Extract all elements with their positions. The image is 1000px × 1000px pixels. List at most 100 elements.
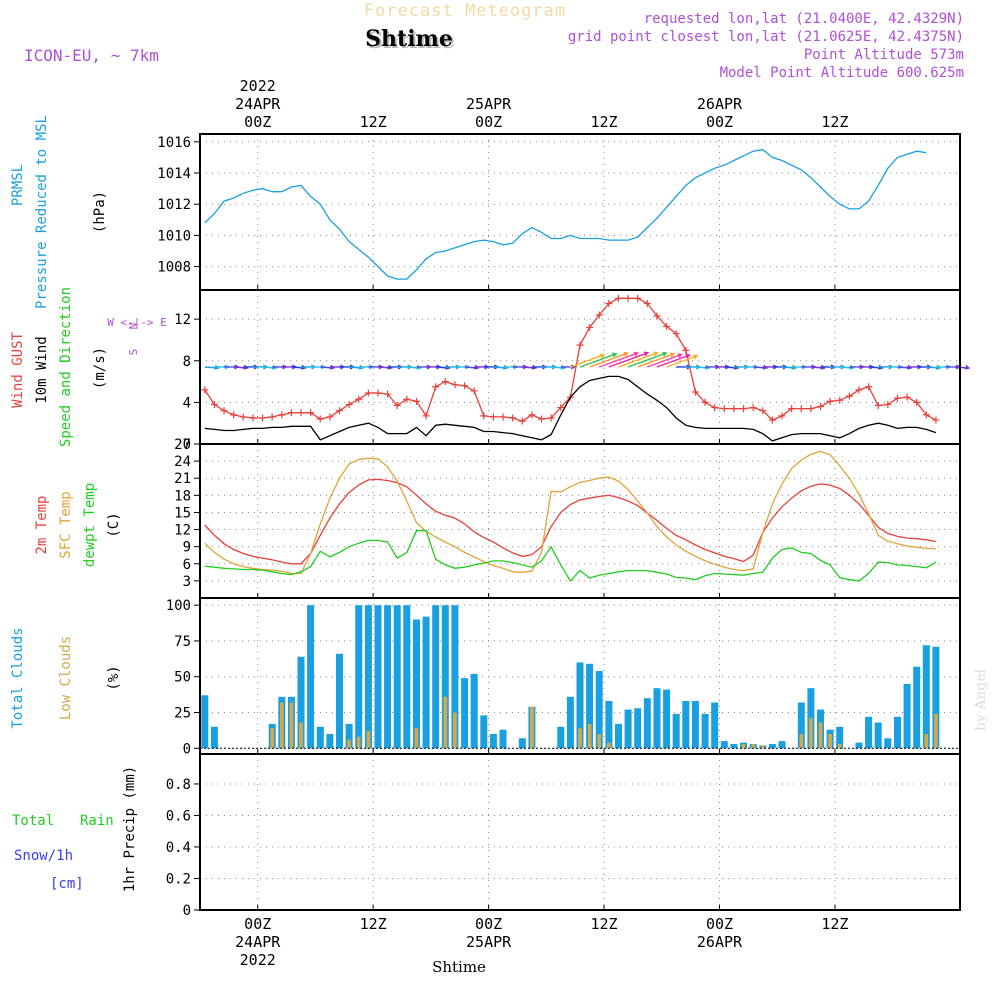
low-clouds-label: Low Clouds: [58, 636, 74, 720]
gust-point: [518, 417, 526, 425]
precip-frame: [199, 753, 961, 911]
gust-point: [682, 346, 690, 354]
wind-direction-arrow: [598, 351, 640, 368]
temp-labels: 2m Temp SFC Temp dewpt Temp (C): [34, 483, 122, 567]
low-cloud-bar: [530, 706, 534, 749]
gust-point: [384, 390, 392, 398]
low-cloud-bar: [366, 731, 371, 749]
precip-total-label: Total: [12, 813, 54, 829]
pressure-unit: (hPa): [92, 191, 108, 233]
top-axis-label: 12Z: [591, 113, 618, 131]
wind-direction-arrow: [955, 364, 971, 370]
temp-sfc-label: SFC Temp: [58, 491, 74, 558]
precip-ytick-label: 0: [183, 903, 191, 919]
low-cloud-bar: [347, 739, 351, 749]
gust-point: [845, 392, 853, 400]
cloud-ytick-label: 75: [174, 634, 191, 650]
low-cloud-bar: [299, 722, 303, 749]
wind-direction-arrow: [810, 364, 826, 370]
gust-point: [239, 413, 247, 421]
total-cloud-bar: [307, 605, 315, 749]
total-cloud-bar: [894, 716, 901, 749]
gust-point: [855, 386, 863, 394]
wind-direction-arrow: [551, 364, 567, 370]
low-cloud-bar: [289, 702, 294, 749]
total-cloud-bar: [210, 726, 218, 749]
gust-point: [643, 300, 651, 308]
total-cloud-bar: [461, 678, 469, 749]
wind-direction-arrow: [839, 364, 855, 370]
temp-ytick-label: 9: [183, 540, 191, 556]
gust-point: [730, 405, 738, 413]
temp-ytick-label: 12: [174, 523, 191, 539]
low-cloud-bar: [587, 723, 592, 749]
total-cloud-bar: [586, 663, 594, 749]
total-cloud-bar: [374, 605, 382, 749]
total-cloud-bar: [384, 605, 392, 749]
temp-2m-label: 2m Temp: [34, 495, 50, 554]
bottom-axis-label: 00Z: [244, 915, 271, 933]
low-cloud-bar: [837, 744, 842, 749]
total-cloud-bar: [836, 726, 844, 749]
wind-direction-arrow: [897, 364, 913, 370]
model-altitude: Model Point Altitude 600.625m: [720, 65, 964, 81]
grid-point: grid point closest lon,lat (21.0625E, 42…: [568, 29, 964, 45]
product-title: Forecast Meteogram: [364, 1, 566, 21]
bottom-axis-label: 12Z: [360, 915, 387, 933]
temp-ytick-label: 18: [174, 488, 191, 504]
gust-point: [624, 294, 632, 302]
gust-point: [297, 409, 305, 417]
precip-ytick-label: 0.2: [166, 871, 191, 887]
gust-point: [432, 383, 440, 391]
cloud-ytick-label: 50: [174, 670, 191, 686]
wind-direction-arrow: [781, 364, 798, 370]
gust-point: [922, 411, 930, 419]
top-axis-label: 00Z: [244, 113, 271, 131]
total-cloud-bar: [336, 653, 343, 749]
temp-ytick-label: 24: [174, 454, 191, 470]
precip-snow-unit: [cm]: [50, 876, 84, 892]
wind-direction-arrow: [320, 364, 336, 370]
total-cloud-bar: [913, 666, 921, 749]
gust-point: [663, 322, 671, 330]
temp-ytick-label: 27: [174, 437, 191, 453]
low-cloud-bar: [607, 742, 611, 749]
bottom-axis-label: 25APR: [466, 933, 512, 951]
gust-point: [653, 312, 661, 320]
total-cloud-bar: [595, 671, 603, 749]
wind-gust-label: Wind GUST: [10, 332, 26, 408]
total-cloud-bar: [499, 729, 507, 749]
gust-point: [768, 416, 776, 424]
total-clouds-label: Total Clouds: [10, 627, 26, 728]
cloud-ytick-label: 100: [166, 598, 191, 614]
wind-direction-arrow: [464, 364, 480, 370]
wind-direction-arrow: [868, 364, 884, 370]
total-cloud-bar: [355, 605, 363, 749]
wind-speed-dir-label: Speed and Direction: [58, 287, 74, 447]
gust-point: [489, 413, 497, 421]
total-cloud-bar: [874, 722, 882, 749]
total-cloud-bar: [393, 605, 401, 749]
cloud-ytick-label: 25: [174, 705, 191, 721]
pressure-label-1: PRMSL: [10, 164, 26, 206]
bottom-axis-label: 00Z: [706, 915, 733, 933]
total-cloud-bar: [855, 742, 863, 749]
gust-point: [403, 395, 411, 403]
bottom-axis-label: 26APR: [697, 933, 743, 951]
total-cloud-bar: [711, 702, 719, 749]
low-cloud-bar: [443, 696, 448, 749]
wind-direction-arrow: [589, 351, 629, 368]
temp-series-sfc-temp: [204, 450, 936, 575]
top-axis-label: 12Z: [360, 113, 387, 131]
wind-direction-arrow: [233, 364, 249, 370]
wind-direction-arrow: [406, 364, 422, 370]
total-cloud-bar: [345, 723, 353, 749]
gust-point: [470, 387, 478, 395]
total-cloud-bar: [701, 713, 709, 749]
gust-point: [461, 382, 469, 390]
total-cloud-bar: [634, 708, 642, 749]
precip-snow-label: Snow/1h: [14, 848, 73, 864]
gust-point: [201, 386, 209, 394]
gust-point: [230, 411, 238, 419]
wind-direction-arrow: [666, 354, 699, 368]
